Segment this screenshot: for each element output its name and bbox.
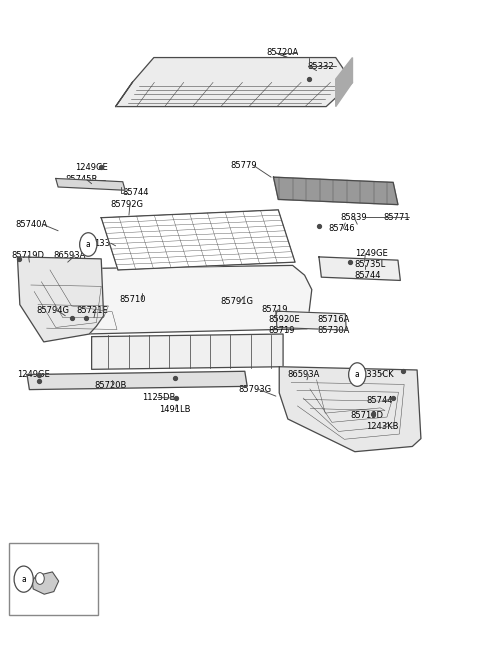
Text: a: a <box>86 240 91 249</box>
Text: 85716A: 85716A <box>318 315 350 324</box>
Text: 85793G: 85793G <box>239 385 272 394</box>
Text: 1249GE: 1249GE <box>17 370 50 379</box>
Text: 85719D: 85719D <box>350 411 383 421</box>
Polygon shape <box>68 265 312 334</box>
Text: a: a <box>355 370 360 379</box>
Text: 85719: 85719 <box>262 305 288 314</box>
Text: 85720B: 85720B <box>94 381 126 390</box>
Text: 85794G: 85794G <box>36 306 70 315</box>
Text: 86593A: 86593A <box>288 370 320 379</box>
Bar <box>9 543 98 615</box>
Text: 85735L: 85735L <box>355 260 386 269</box>
Text: 85720A: 85720A <box>266 48 299 58</box>
Text: 85710: 85710 <box>120 295 146 304</box>
Polygon shape <box>17 257 104 342</box>
Text: 85792G: 85792G <box>111 200 144 209</box>
Polygon shape <box>319 257 400 280</box>
Text: 85791G: 85791G <box>220 297 253 306</box>
Text: 85839: 85839 <box>340 212 367 221</box>
Text: 1491LB: 1491LB <box>158 405 190 415</box>
Text: 85719: 85719 <box>269 326 295 335</box>
Text: 85779: 85779 <box>230 161 257 170</box>
Polygon shape <box>276 311 346 330</box>
Polygon shape <box>279 367 421 452</box>
Polygon shape <box>116 58 352 107</box>
Text: 85746C: 85746C <box>46 574 79 584</box>
Text: 85746: 85746 <box>328 224 355 233</box>
Text: 85740A: 85740A <box>15 219 48 229</box>
Circle shape <box>14 566 33 592</box>
Circle shape <box>348 363 366 386</box>
Polygon shape <box>92 334 283 369</box>
Polygon shape <box>56 178 125 190</box>
Text: 85745R: 85745R <box>65 176 98 184</box>
Text: 85771: 85771 <box>384 212 410 221</box>
Text: 85721E: 85721E <box>76 306 108 315</box>
Text: a: a <box>21 574 26 584</box>
Text: 85744: 85744 <box>355 271 382 280</box>
Polygon shape <box>32 572 59 594</box>
Text: 85719D: 85719D <box>11 251 44 260</box>
Polygon shape <box>336 58 352 107</box>
Polygon shape <box>27 371 247 390</box>
Polygon shape <box>116 83 132 107</box>
Text: 1243KB: 1243KB <box>366 422 399 432</box>
Text: 1335CK: 1335CK <box>94 238 127 248</box>
Text: 1249GE: 1249GE <box>355 249 388 258</box>
Text: 85332: 85332 <box>307 62 334 71</box>
Polygon shape <box>101 210 295 270</box>
Text: 85730A: 85730A <box>318 326 350 335</box>
Polygon shape <box>274 177 398 204</box>
Text: 1125DB: 1125DB <box>142 393 175 402</box>
Text: 86593A: 86593A <box>53 251 86 260</box>
Circle shape <box>36 572 44 584</box>
Text: 1249GE: 1249GE <box>75 163 108 172</box>
Text: 85744: 85744 <box>123 189 149 197</box>
Circle shape <box>80 233 97 256</box>
Text: 85744: 85744 <box>366 396 393 405</box>
Text: 85920E: 85920E <box>269 315 300 324</box>
Text: 1335CK: 1335CK <box>360 370 393 379</box>
